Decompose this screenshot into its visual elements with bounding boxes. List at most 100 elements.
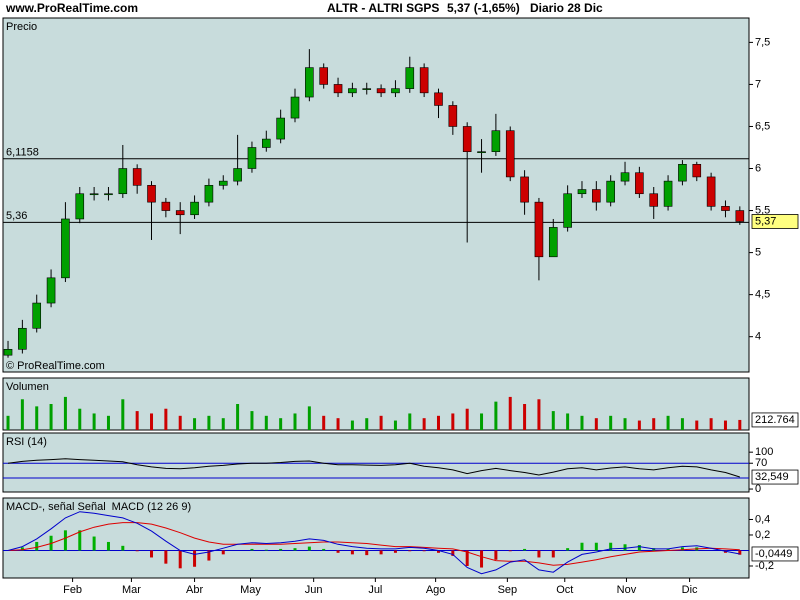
- histogram-bar: [393, 550, 397, 553]
- current-value-box: [751, 546, 799, 562]
- volume-bar: [121, 399, 125, 430]
- volume-bar: [293, 413, 297, 430]
- candle-body: [678, 164, 687, 182]
- histogram-bar: [293, 548, 297, 551]
- histogram-bar: [121, 545, 125, 551]
- histogram-bar: [164, 550, 168, 564]
- y-tick-label: 0: [755, 483, 761, 495]
- histogram-bar: [135, 550, 139, 552]
- volume-bar: [480, 413, 484, 430]
- volume-bar: [92, 413, 96, 430]
- x-tick-label: Abr: [186, 584, 203, 596]
- histogram-bar: [637, 545, 641, 551]
- candle-body: [434, 92, 443, 106]
- histogram-bar: [408, 550, 412, 552]
- volume-bar: [551, 411, 555, 430]
- candle-body: [376, 88, 386, 94]
- volume-bar: [680, 418, 684, 430]
- candle-body: [577, 189, 587, 195]
- histogram-bar: [436, 550, 440, 553]
- y-tick-label: 7: [755, 78, 761, 90]
- volume-bar: [623, 418, 627, 430]
- series-line: [7, 522, 740, 566]
- x-tick-label: Ago: [426, 584, 446, 596]
- panel-title: Volumen: [6, 381, 49, 393]
- candle-body: [462, 126, 472, 152]
- histogram-bar: [207, 550, 211, 561]
- panel: [2, 432, 750, 493]
- histogram-bar: [738, 550, 742, 555]
- histogram-bar: [63, 530, 67, 551]
- volume-bar: [523, 404, 527, 430]
- x-tick-label: Jul: [368, 584, 382, 596]
- y-tick-label: -0,2: [755, 560, 774, 572]
- histogram-bar: [451, 550, 455, 556]
- volume-bar: [150, 413, 154, 430]
- volume-bar: [494, 401, 498, 430]
- y-tick-label: 0,4: [755, 513, 770, 525]
- candle-body: [491, 130, 501, 152]
- panel: [2, 497, 750, 579]
- volume-bar: [20, 399, 24, 430]
- candle-body: [534, 201, 544, 258]
- volume-bar: [63, 396, 67, 430]
- volume-bar: [609, 415, 613, 430]
- candle-body: [649, 193, 659, 207]
- histogram-bar: [537, 550, 541, 558]
- instrument-title: ALTR - ALTRI SGPS: [327, 1, 439, 15]
- volume-bar: [207, 415, 211, 430]
- series-line: [7, 458, 740, 478]
- volume-bar: [178, 415, 182, 430]
- histogram-bar: [379, 550, 383, 555]
- y-tick-label: 70: [755, 457, 767, 469]
- x-tick-label: Nov: [617, 584, 637, 596]
- candle-body: [147, 185, 156, 203]
- histogram-bar: [594, 542, 598, 551]
- current-value-label: 212.764: [755, 414, 795, 426]
- histogram-bar: [336, 550, 340, 553]
- candle-body: [3, 348, 13, 356]
- histogram-bar: [150, 550, 154, 558]
- volume-bar: [594, 418, 598, 430]
- panel-title: RSI (14): [6, 436, 47, 448]
- volume-bar: [451, 413, 455, 430]
- candle-body: [190, 201, 199, 216]
- volume-bar: [193, 418, 197, 430]
- candle-body: [290, 96, 300, 119]
- candle-body: [218, 180, 228, 186]
- candle-body: [735, 210, 745, 222]
- volume-bar: [408, 413, 412, 430]
- y-tick-label: 4,5: [755, 289, 770, 301]
- volume-bar: [379, 415, 383, 430]
- histogram-bar: [422, 550, 426, 552]
- volume-bar: [738, 419, 742, 430]
- histogram-bar: [78, 530, 82, 551]
- volume-bar: [723, 420, 727, 430]
- current-value-box: [751, 214, 799, 229]
- volume-bar: [307, 406, 311, 430]
- histogram-bar: [264, 549, 268, 551]
- candle-body: [247, 147, 257, 169]
- y-tick-label: 4: [755, 331, 761, 343]
- candle-body: [32, 302, 42, 329]
- volume-bar: [436, 415, 440, 430]
- volume-bar: [508, 396, 512, 430]
- volume-bar: [465, 408, 469, 430]
- candle-body: [391, 88, 400, 94]
- volume-bar: [221, 418, 225, 430]
- volume-bar: [422, 418, 426, 430]
- histogram-bar: [178, 550, 182, 569]
- legend-entry: MACD (12 26 9): [112, 501, 191, 513]
- candle-body: [606, 180, 615, 203]
- volume-bar: [106, 415, 110, 430]
- candle-body: [563, 193, 572, 228]
- candle-body: [348, 88, 357, 94]
- volume-bar: [49, 404, 53, 430]
- histogram-bar: [551, 550, 555, 558]
- candle-body: [448, 105, 458, 127]
- site: www.ProRealTime.com: [5, 1, 138, 15]
- current-value-box: [751, 412, 799, 428]
- candle-body: [592, 189, 601, 203]
- quote: 5,37 (-1,65%): [447, 1, 520, 15]
